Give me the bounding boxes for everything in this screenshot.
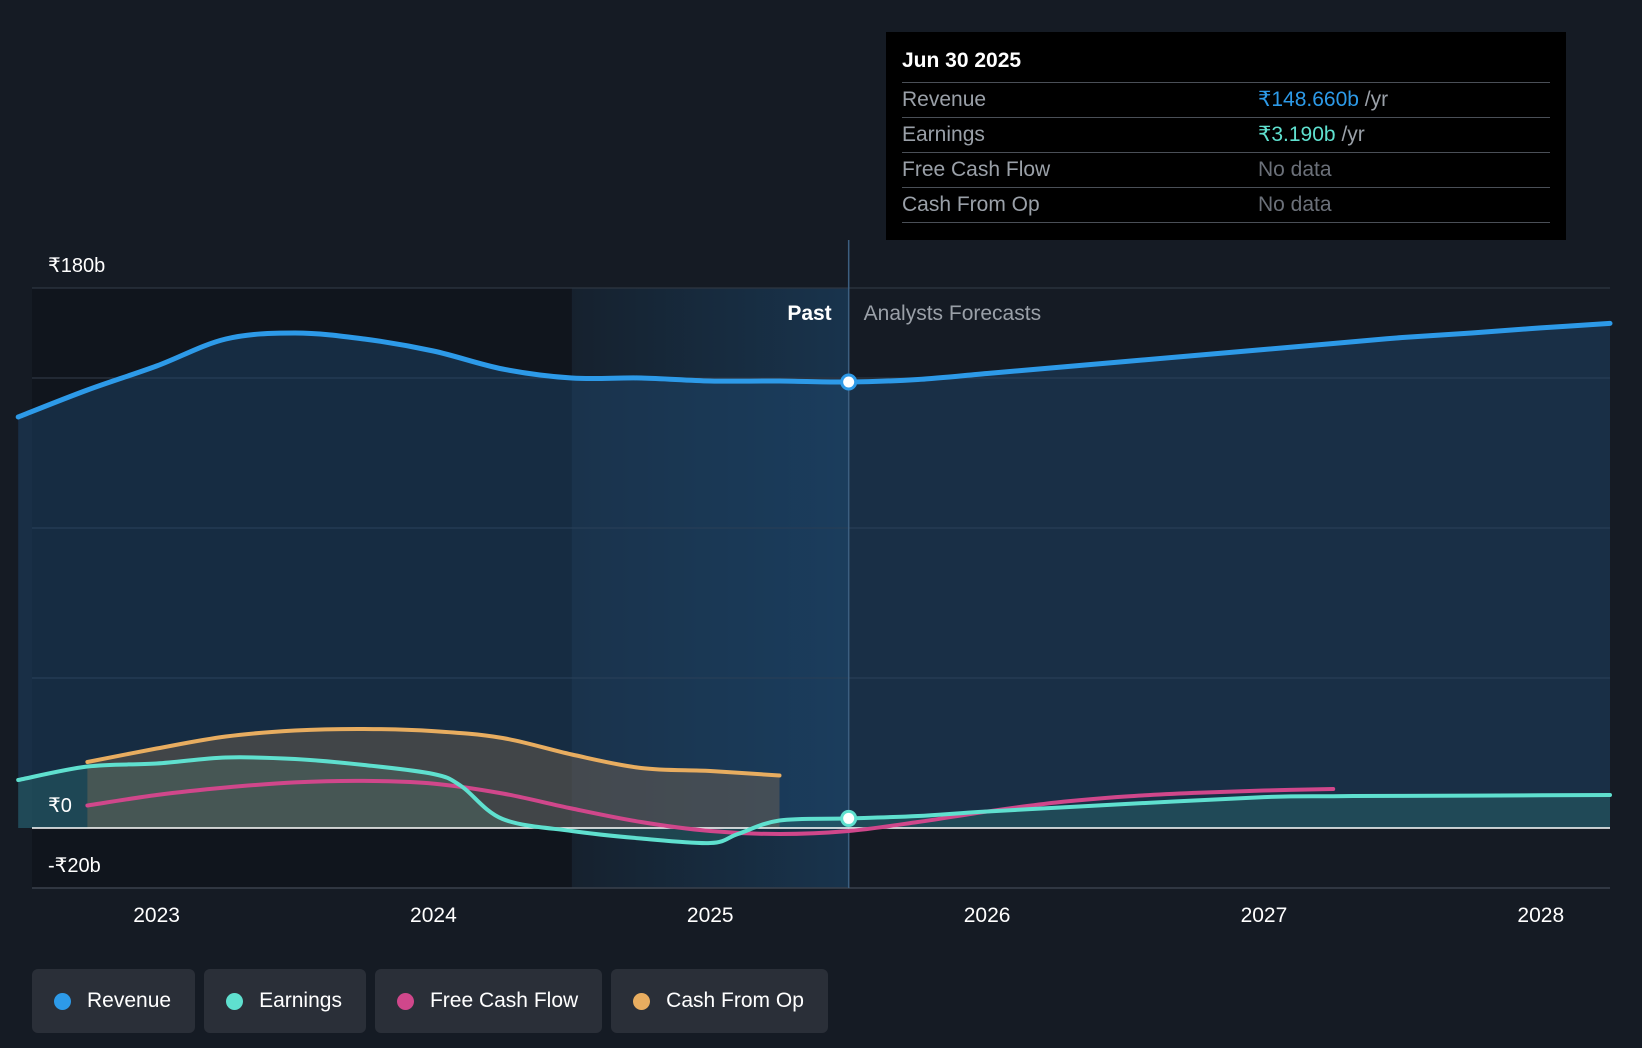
analysts-forecasts-label: Analysts Forecasts [864,302,1041,325]
x-axis-label: 2026 [964,904,1011,927]
tooltip-label-free-cash-flow: Free Cash Flow [902,158,1051,181]
tooltip-label-cash-from-op: Cash From Op [902,193,1040,216]
y-axis-label: ₹180b [48,255,105,277]
tooltip-row-free-cash-flow: Free Cash Flow No data [902,153,1550,188]
x-axis-label: 2027 [1241,904,1288,927]
legend-dot-cash-from-op [633,992,651,1010]
revenue-area [18,323,1611,828]
earnings-line [16,755,1612,846]
tooltip-value-cash-from-op: No data [1258,193,1332,216]
past-highlight-band [571,288,849,888]
tooltip-row-cash-from-op: Cash From Op No data [902,188,1550,223]
past-label: Past [787,302,831,325]
x-axis-label: 2028 [1517,904,1564,927]
tooltip-value-free-cash-flow: No data [1258,158,1332,181]
legend-item-revenue[interactable]: Revenue [32,969,196,1033]
earnings-revenue-chart: ₹180b ₹0 -₹20b 2023 2024 2025 2026 2027 2028 Past… [15,240,1613,927]
legend-item-earnings[interactable]: Earnings [204,969,366,1033]
earnings-area [18,757,1611,844]
legend-item-free-cash-flow[interactable]: Free Cash Flow [374,969,603,1033]
tooltip-row-revenue: Revenue ₹148.660b /yr [902,83,1550,118]
free-cash-flow-line [85,778,1336,836]
x-axis-label: 2024 [410,904,457,927]
revenue-highlight-point [840,373,858,391]
revenue-line [15,320,1613,420]
tooltip-value-revenue: ₹148.660b /yr [1258,83,1388,117]
tooltip-earnings-amount: ₹3.190b [1258,123,1336,146]
tooltip-label-earnings: Earnings [902,123,985,146]
tooltip-date: Jun 30 2025 [902,46,1550,83]
tooltip-value-earnings: ₹3.190b /yr [1258,118,1365,152]
legend-dot-free-cash-flow [396,992,414,1010]
cash-from-op-area [87,728,780,828]
legend-label-cash-from-op: Cash From Op [666,989,804,1012]
legend: Revenue Earnings Free Cash Flow Cash Fro… [32,969,828,1033]
legend-dot-earnings [226,992,244,1010]
tooltip-revenue-unit: /yr [1364,88,1389,111]
tooltip-revenue-amount: ₹148.660b [1258,88,1359,111]
legend-label-earnings: Earnings [259,989,342,1012]
tooltip: Jun 30 2025 Revenue ₹148.660b /yr Earnin… [886,32,1566,240]
tooltip-row-earnings: Earnings ₹3.190b /yr [902,118,1550,153]
tooltip-earnings-unit: /yr [1341,123,1365,146]
legend-label-revenue: Revenue [87,989,172,1012]
cash-from-op-line [85,726,782,778]
legend-label-free-cash-flow: Free Cash Flow [429,989,579,1012]
x-axis-label: 2023 [133,904,180,927]
legend-item-cash-from-op[interactable]: Cash From Op [611,969,828,1033]
y-axis-label: -₹20b [48,855,101,877]
tooltip-label-revenue: Revenue [902,88,987,111]
legend-dot-revenue [54,992,71,1010]
x-axis-label: 2025 [687,904,734,927]
earnings-highlight-point [840,809,858,827]
y-axis-label: ₹0 [48,795,72,817]
